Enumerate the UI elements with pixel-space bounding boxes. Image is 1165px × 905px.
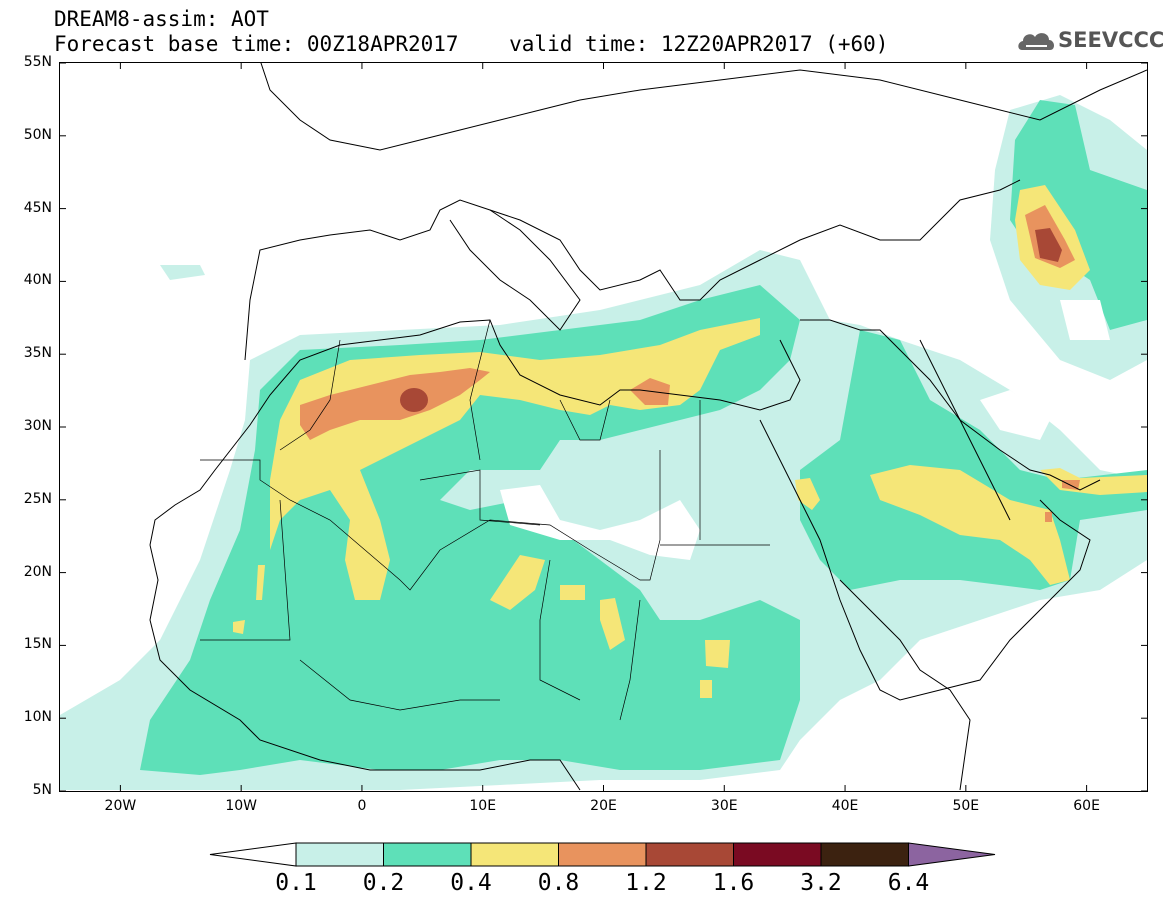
- lon-tick-label: 10E: [469, 798, 497, 814]
- colorbar-segment: [383, 842, 472, 867]
- colorbar-label: 1.2: [625, 870, 667, 896]
- lon-tick-label: 20W: [104, 798, 137, 814]
- lon-tick-label: 0: [357, 798, 367, 814]
- lat-tick-label: 55N: [23, 54, 52, 70]
- lon-tick-label: 60E: [1073, 798, 1100, 814]
- lon-tick-label: 40E: [831, 798, 859, 814]
- lon-tick-label: 10W: [225, 798, 257, 814]
- colorbar-label: 0.4: [450, 870, 492, 896]
- colorbar-label: 1.6: [712, 870, 755, 896]
- colorbar-label: 3.2: [800, 870, 842, 896]
- lon-tick-label: 30E: [710, 798, 738, 814]
- lon-tick-label: 20E: [590, 798, 617, 814]
- lon-tick-label: 50E: [952, 798, 980, 814]
- lat-tick-label: 45N: [23, 199, 52, 216]
- lat-tick-label: 35N: [23, 345, 52, 362]
- colorbar-segment: [295, 842, 384, 867]
- lat-tick-label: 40N: [23, 272, 52, 289]
- aot-band-1-2: [400, 228, 1062, 412]
- lat-tick-label: 15N: [23, 636, 52, 653]
- map-title: DREAM8-assim: AOT: [54, 7, 269, 31]
- colorbar-segment: [733, 842, 822, 867]
- cloud-logo-icon: [1018, 33, 1055, 50]
- colorbar-under-triangle: [209, 842, 297, 867]
- colorbar-segment: [470, 842, 559, 867]
- map-frame: [59, 62, 1148, 792]
- country-borders: [200, 319, 770, 721]
- colorbar-label: 0.1: [275, 870, 317, 896]
- lat-tick-label: 50N: [23, 126, 52, 143]
- colorbar-label: 0.8: [537, 870, 580, 896]
- colorbar-label: 0.2: [362, 870, 405, 896]
- colorbar-label: 6.4: [887, 870, 930, 896]
- lat-tick-label: 25N: [23, 490, 52, 507]
- colorbar-segment: [820, 842, 909, 867]
- lat-tick-label: 10N: [23, 709, 52, 726]
- logo-text: SEEVCCC: [1058, 28, 1165, 52]
- forecast-times: Forecast base time: 00Z18APR2017 valid t…: [54, 32, 889, 56]
- lat-tick-label: 5N: [32, 782, 52, 798]
- colorbar-segment: [558, 842, 647, 867]
- colorbar-segment: [645, 842, 734, 867]
- colorbar-over-triangle: [908, 842, 996, 867]
- lat-tick-label: 20N: [23, 563, 52, 580]
- low-aot-patches: [500, 300, 1110, 560]
- lat-tick-label: 30N: [23, 418, 52, 434]
- coastlines: [149, 63, 1147, 791]
